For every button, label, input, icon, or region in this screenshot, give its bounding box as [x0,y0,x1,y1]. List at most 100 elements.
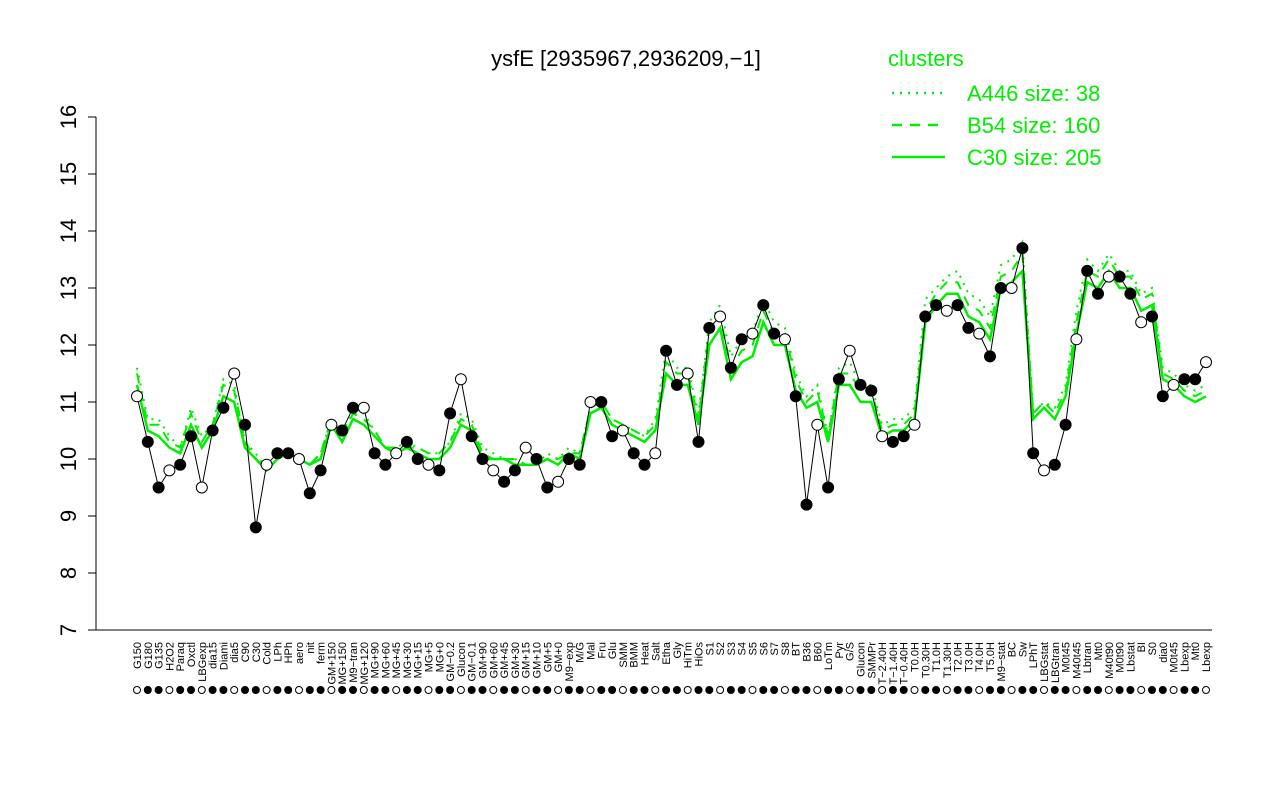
data-point [552,475,565,488]
data-point [832,373,845,386]
data-point [1113,270,1126,283]
data-point [422,458,435,471]
x-marker-dot [478,686,487,694]
data-point [876,430,889,443]
x-tick-label: S7 [769,642,781,655]
data-point [638,458,651,471]
x-tick-label: Mal [586,642,598,660]
x-marker-dot [467,686,476,694]
x-marker-dot [197,686,206,694]
data-point [1092,287,1104,300]
data-point [433,464,446,477]
x-tick-label: MG+45 [391,642,403,678]
x-marker-dot [316,686,325,694]
data-point [1156,390,1169,403]
x-tick-label: T2.0H [953,642,965,672]
y-tick-label: 7 [56,624,81,636]
x-tick-label: ferm [316,642,328,664]
data-point [1189,373,1202,386]
x-tick-label: MG+30 [402,642,414,678]
x-marker-dot [608,686,617,694]
data-point [152,481,165,494]
data-point [1081,264,1094,277]
axes: 7 8 9 10 11 12 13 14 15 16 [56,105,1212,636]
x-tick-label: S4 [737,642,749,655]
x-marker-dot [759,686,768,694]
legend: clusters A446 size: 38 B54 size: 160 C30 s… [888,46,1102,170]
x-marker-dot [435,686,444,694]
x-tick-label: B36 [802,642,814,662]
data-point [185,430,197,443]
x-marker-dot [273,686,282,694]
x-marker-dot [305,686,314,694]
data-point [940,304,953,317]
x-marker-dot [143,686,152,694]
x-tick-labels: G150G180G135H2O2ParaqOxctlLBGexpdia15Dia… [132,641,1213,694]
data-point [703,321,716,334]
x-marker-dot [251,686,260,694]
data-point [886,435,899,448]
x-tick-label: nit [305,642,317,654]
x-marker-dot [910,686,919,694]
data-point [530,453,543,465]
data-point [357,401,370,414]
legend-title: clusters [888,46,964,71]
data-point [368,447,381,460]
x-tick-label: S3 [726,642,738,655]
data-point [562,453,575,465]
x-marker-dot [1083,686,1092,694]
x-marker-dot [672,686,681,694]
data-point [865,384,878,397]
legend-label: C30 size: 205 [967,145,1102,170]
x-marker-dot [1061,686,1070,694]
x-marker-dot [716,686,725,694]
x-marker-dot [791,686,800,694]
x-tick-label: M40t45 [1071,642,1083,679]
x-marker-dot [964,686,973,694]
data-point [616,424,629,437]
x-tick-label: MG+60 [380,642,392,678]
x-marker-dot [1029,686,1038,694]
data-point [1027,447,1040,460]
legend-label: A446 size: 38 [967,81,1100,106]
data-point [768,327,781,340]
x-tick-label: M9−tran [348,642,360,683]
x-marker-dot [295,686,303,694]
x-tick-label: T1.30H [942,642,954,678]
x-marker-dot [284,686,293,694]
x-tick-label: MG+150 [337,642,349,685]
x-marker-dot [133,686,141,694]
x-tick-label: Cold [262,642,274,665]
x-marker-dot [683,686,692,694]
x-marker-dot [586,686,595,694]
x-marker-dot [899,686,908,694]
data-point [843,344,856,357]
data-point [1059,418,1072,431]
data-point [627,447,640,460]
x-marker-dot [1094,686,1102,694]
x-marker-dot [878,686,887,694]
x-marker-dot [338,686,347,694]
data-point [1005,282,1018,294]
x-marker-dot [154,686,163,694]
x-marker-dot [629,686,638,694]
x-tick-label: G180 [143,642,155,669]
x-marker-dot [953,686,962,694]
x-tick-label: Lbexp [1201,642,1213,672]
x-tick-label: S5 [748,642,760,655]
x-marker-dot [726,686,735,694]
data-point [778,333,791,346]
y-tick-label: 11 [56,391,81,414]
x-tick-label: GM+90 [478,642,490,678]
x-tick-label: GM+5 [542,642,554,672]
x-marker-dot [737,686,746,694]
x-marker-dot [651,686,660,694]
series-line-solid [135,267,1207,473]
x-marker-dot [241,686,249,694]
x-marker-dot [1115,686,1124,694]
series-lines [135,239,1207,473]
x-marker-dot [554,686,563,694]
x-tick-label: Etha [661,641,673,665]
x-tick-label: GM−0.2 [445,642,457,681]
